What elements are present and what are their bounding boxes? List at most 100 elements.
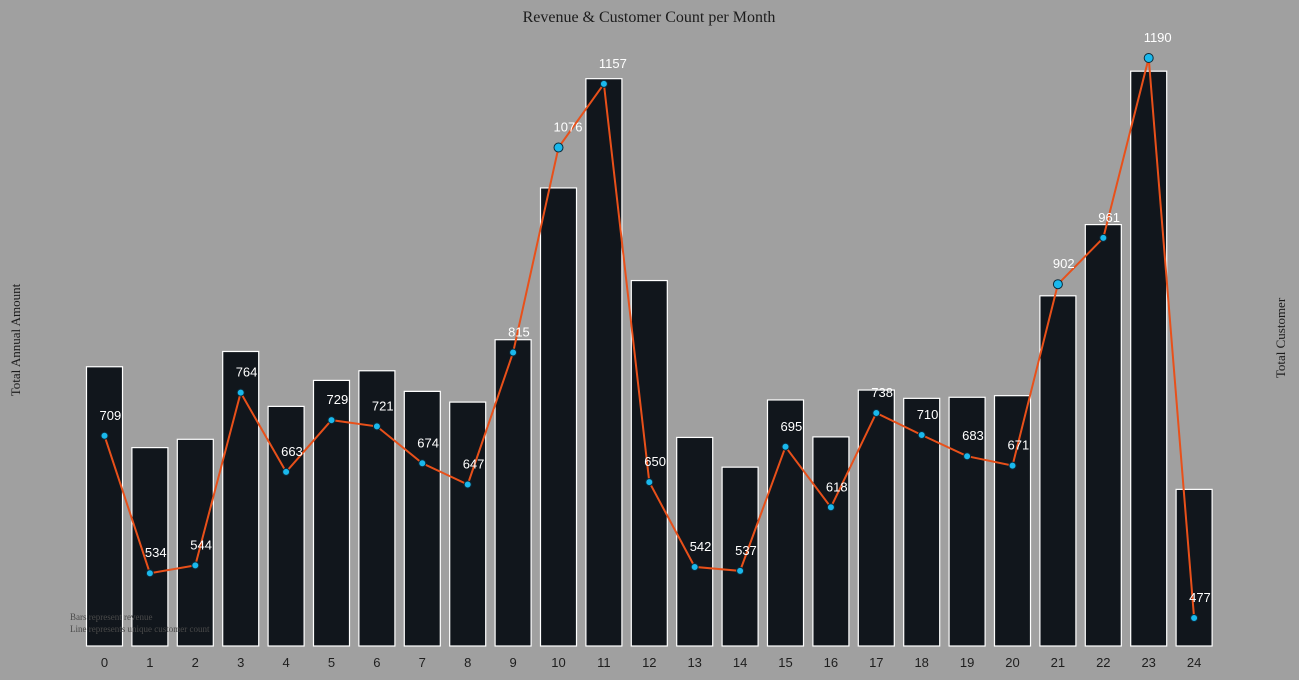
line-point-20 [1008,461,1017,470]
x-tick-label-2: 2 [192,655,199,670]
data-label-0: 709 [100,408,122,423]
x-tick-label-18: 18 [914,655,928,670]
line-point-6 [372,422,381,431]
x-tick-label-7: 7 [419,655,426,670]
data-labels-layer: 709 534 544 764 663 729 721 674 647 815 1076 1157 65… [100,30,1211,605]
data-label-23: 1190 [1144,30,1172,45]
x-tick-label-0: 0 [101,655,108,670]
chart-title: Revenue & Customer Count per Month [523,9,776,26]
data-label-21: 902 [1053,256,1075,271]
line-point-1 [145,569,154,578]
x-tick-label-20: 20 [1005,655,1019,670]
data-label-8: 647 [463,456,485,471]
line-point-8 [463,480,472,489]
data-label-16: 618 [826,479,848,494]
bar-22 [1084,223,1122,647]
data-label-24: 477 [1189,590,1211,605]
line-point-19 [963,452,972,461]
line-point-2 [191,561,200,570]
x-ticks-layer: 0 1 2 3 4 5 6 7 8 9 10 11 12 13 14 15 16 17 18 19 20 21 22 23 24 [101,655,1201,670]
y-axis-label-left: Total Annual Amount [8,283,23,396]
bar-4 [267,405,305,647]
line-point-7 [418,459,427,468]
bar-13 [676,436,714,647]
bars-layer [85,70,1213,647]
data-label-14: 537 [735,543,757,558]
line-point-15 [781,442,790,451]
bar-14 [721,466,759,647]
bar-12 [630,279,668,647]
x-tick-label-22: 22 [1096,655,1110,670]
x-tick-label-21: 21 [1051,655,1065,670]
bar-6 [358,370,396,647]
x-tick-label-1: 1 [146,655,153,670]
line-point-21 [1052,279,1063,290]
data-label-13: 542 [690,539,712,554]
data-label-15: 695 [781,419,803,434]
x-tick-label-9: 9 [509,655,516,670]
line-point-13 [690,562,699,571]
line-point-18 [917,430,926,439]
data-label-12: 650 [644,454,666,469]
bar-1 [131,447,169,647]
line-point-16 [826,503,835,512]
x-tick-label-14: 14 [733,655,747,670]
data-label-6: 721 [372,398,394,413]
x-tick-label-8: 8 [464,655,471,670]
data-label-11: 1157 [599,56,627,71]
data-label-10: 1076 [554,120,583,135]
bar-0 [85,366,124,647]
bar-9 [494,339,532,647]
data-label-22: 961 [1098,210,1120,225]
data-label-3: 764 [236,365,258,380]
x-tick-label-3: 3 [237,655,244,670]
x-tick-label-23: 23 [1141,655,1155,670]
bar-11 [585,78,623,647]
line-point-22 [1099,233,1108,242]
x-tick-label-17: 17 [869,655,883,670]
line-point-9 [509,348,518,357]
bar-15 [766,399,805,647]
line-point-0 [100,431,109,440]
bar-23 [1130,70,1168,647]
line-point-23 [1143,53,1154,63]
data-label-9: 815 [508,325,530,340]
bar-20 [993,395,1032,647]
bar-7 [403,390,441,647]
line-point-11 [599,79,608,88]
note-line: Line represents unique customer count [70,624,210,634]
bar-2 [176,438,214,647]
x-tick-label-11: 11 [597,655,611,670]
markers-layer [100,53,1199,622]
bar-24 [1175,488,1213,647]
x-tick-label-16: 16 [824,655,838,670]
line-point-14 [736,566,745,575]
bar-3 [222,350,260,647]
y-axis-label-right: Total Customer [1273,297,1288,378]
notes-layer: Bars represent revenue Line represents u… [70,612,210,634]
x-tick-label-12: 12 [642,655,656,670]
bar-21 [1039,295,1077,647]
x-tick-label-19: 19 [960,655,974,670]
data-label-1: 534 [145,545,167,560]
line-point-3 [236,388,245,397]
line-point-5 [327,416,336,425]
note-bars: Bars represent revenue [70,612,152,622]
x-tick-label-4: 4 [282,655,289,670]
x-tick-label-10: 10 [551,655,565,670]
data-label-17: 738 [871,385,893,400]
line-point-24 [1190,614,1199,622]
bar-19 [948,396,986,647]
line-point-12 [645,478,654,487]
line-point-4 [282,467,291,476]
x-tick-label-15: 15 [778,655,792,670]
bar-8 [449,401,487,647]
data-label-19: 683 [962,428,984,443]
data-label-7: 674 [417,435,439,450]
bar-5 [312,379,351,647]
data-label-20: 671 [1008,438,1030,453]
data-label-5: 729 [327,392,349,407]
bar-16 [812,436,850,647]
data-label-2: 544 [190,537,212,552]
